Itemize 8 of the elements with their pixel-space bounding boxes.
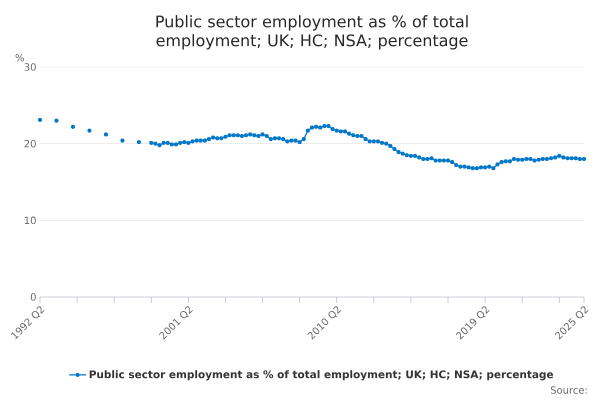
source-note: Source: xyxy=(550,386,587,394)
y-tick-label: 0 xyxy=(30,293,36,301)
legend-label: Public sector employment as % of total employment; UK; HC; NSA; percentage xyxy=(90,370,554,380)
chart-title: Public sector employment as % of total employment; UK; HC; NSA; percentage xyxy=(156,15,468,50)
y-tick-label: 10 xyxy=(24,216,36,224)
y-tick-label: 30 xyxy=(24,63,36,71)
y-tick-label: 20 xyxy=(24,140,36,148)
y-axis-title: % xyxy=(16,54,24,62)
